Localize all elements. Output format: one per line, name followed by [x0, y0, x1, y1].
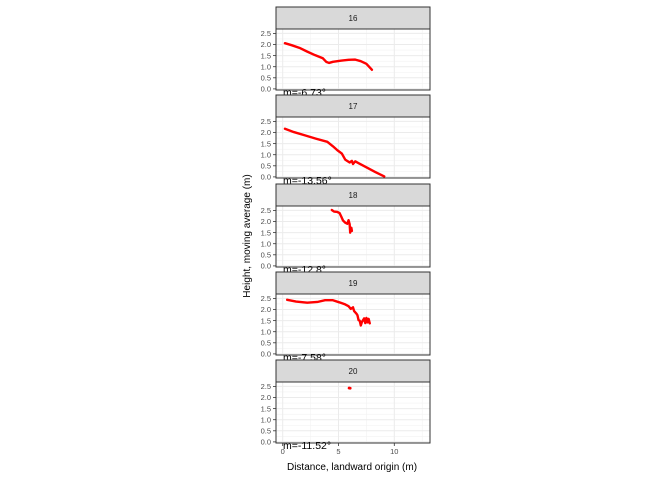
- y-tick-label: 0.0: [261, 438, 271, 447]
- y-tick-label: 0.5: [261, 339, 271, 348]
- facet-panel: 160.00.51.01.52.02.5m=-6.73°: [261, 6, 431, 99]
- series-line: [285, 298, 371, 327]
- y-tick-label: 1.5: [261, 139, 271, 148]
- y-tick-label: 0.0: [261, 85, 271, 94]
- y-tick-label: 2.0: [261, 40, 271, 49]
- y-tick-label: 0.5: [261, 427, 271, 436]
- x-tick-label: 10: [390, 447, 398, 456]
- plot-background: [276, 294, 430, 355]
- y-tick-label: 0.0: [261, 350, 271, 359]
- y-tick-label: 0.5: [261, 74, 271, 83]
- x-tick-label: 0: [281, 447, 285, 456]
- y-tick-label: 2.5: [261, 117, 271, 126]
- x-axis-title: Distance, landward origin (m): [287, 462, 417, 473]
- y-tick-label: 1.0: [261, 415, 271, 424]
- plot-background: [276, 206, 430, 267]
- y-tick-label: 1.0: [261, 239, 271, 248]
- series-line: [330, 208, 354, 234]
- y-tick-label: 1.5: [261, 51, 271, 60]
- facet-panel: 180.00.51.01.52.02.5m=-12.8°: [261, 183, 431, 276]
- y-tick-label: 0.5: [261, 162, 271, 171]
- y-tick-label: 0.0: [261, 173, 271, 182]
- facet-panel: 170.00.51.01.52.02.5m=-13.56°: [261, 94, 431, 187]
- facet-panel: 20 0.0 0.5 1.0 1.5 2.0 2.5 m=-11.52°: [261, 359, 431, 452]
- panel-border: [275, 28, 431, 91]
- y-axis-title: Height, moving average (m): [242, 174, 253, 297]
- panel-border: [275, 205, 431, 268]
- y-tick-label: 2.5: [261, 294, 271, 303]
- y-tick-label: 2.5: [261, 206, 271, 215]
- x-tick-label: 5: [336, 447, 340, 456]
- slope-annotation: m=-11.52°: [283, 440, 331, 452]
- panel-border: [275, 116, 431, 179]
- y-tick-label: 2.0: [261, 393, 271, 402]
- y-tick-label: 0.5: [261, 251, 271, 260]
- facet-strip-label: 20: [349, 367, 358, 376]
- y-tick-label: 1.0: [261, 327, 271, 336]
- facet-panels: 160.00.51.01.52.02.5m=-6.73°170.00.51.01…: [261, 6, 431, 452]
- series-line: [283, 42, 374, 72]
- y-tick-label: 2.5: [261, 382, 271, 391]
- facet-strip-label: 19: [349, 279, 358, 288]
- panel-border: [275, 293, 431, 356]
- facet-strip-label: 17: [349, 102, 358, 111]
- y-tick-label: 0.0: [261, 262, 271, 271]
- y-tick-label: 1.0: [261, 150, 271, 159]
- facet-strip-label: 18: [349, 191, 358, 200]
- facet-panel: 190.00.51.01.52.02.5m=-7.58°: [261, 271, 431, 364]
- y-tick-label: 2.0: [261, 305, 271, 314]
- y-tick-label: 2.5: [261, 29, 271, 38]
- x-axis: 0 5 10: [281, 443, 398, 456]
- panel-border: [275, 381, 431, 444]
- y-tick-label: 1.0: [261, 62, 271, 71]
- y-tick-label: 2.0: [261, 217, 271, 226]
- y-tick-label: 1.5: [261, 228, 271, 237]
- plot-background: [276, 117, 430, 178]
- series-line: [283, 127, 386, 178]
- y-tick-label: 2.0: [261, 128, 271, 137]
- y-tick-label: 1.5: [261, 316, 271, 325]
- facet-strip-label: 16: [349, 14, 358, 23]
- plot-background: [276, 382, 430, 443]
- y-tick-label: 1.5: [261, 404, 271, 413]
